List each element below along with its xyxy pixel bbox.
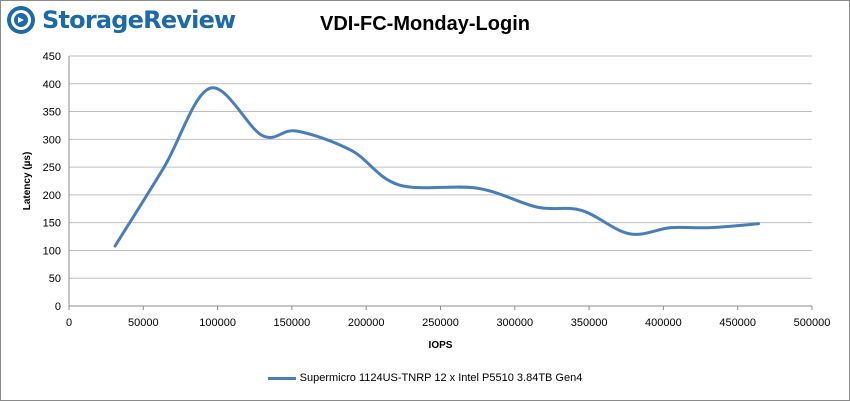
x-tick-label: 300000 <box>496 317 533 329</box>
x-tick-label: 200000 <box>348 317 385 329</box>
brand-logo: StorageReview <box>6 4 236 36</box>
y-tick-label: 350 <box>43 107 61 119</box>
y-tick-label: 150 <box>43 218 61 230</box>
y-tick-label: 100 <box>43 245 61 257</box>
x-axis-label: IOPS <box>429 340 453 351</box>
legend-swatch <box>267 376 296 380</box>
y-tick-label: 300 <box>43 134 61 146</box>
y-tick-label: 50 <box>49 273 61 285</box>
legend-label: Supermicro 1124US-TNRP 12 x Intel P5510 … <box>299 372 583 384</box>
y-tick-label: 450 <box>43 51 61 63</box>
y-axis-label: Latency (µs) <box>22 152 33 211</box>
x-tick-label: 150000 <box>274 317 311 329</box>
x-tick-label: 450000 <box>719 317 756 329</box>
brand-name: StorageReview <box>42 6 236 34</box>
x-tick-label: 400000 <box>645 317 682 329</box>
x-tick-label: 250000 <box>422 317 459 329</box>
chart-title: VDI-FC-Monday-Login <box>320 13 530 35</box>
series-line <box>113 86 761 248</box>
x-tick-label: 500000 <box>794 317 831 329</box>
x-tick-label: 0 <box>66 317 72 329</box>
x-tick-label: 100000 <box>199 317 236 329</box>
y-tick-label: 400 <box>43 79 61 91</box>
y-tick-label: 200 <box>43 190 61 202</box>
legend: Supermicro 1124US-TNRP 12 x Intel P5510 … <box>0 372 850 384</box>
x-tick-label: 50000 <box>128 317 159 329</box>
x-tick-label: 350000 <box>571 317 608 329</box>
y-tick-label: 250 <box>43 162 61 174</box>
storagereview-logo-icon <box>7 6 35 34</box>
y-tick-label: 0 <box>55 301 61 313</box>
